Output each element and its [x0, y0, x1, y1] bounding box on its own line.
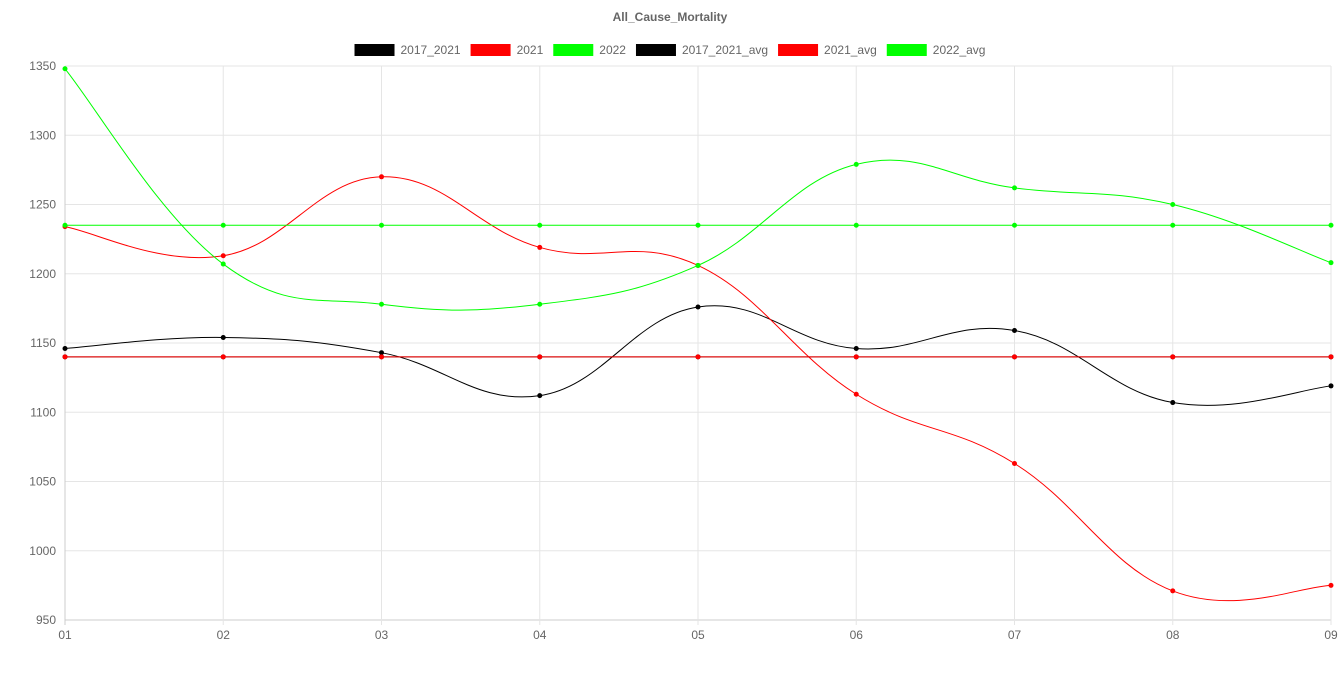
data-point-2017_2021 [537, 393, 543, 399]
x-tick-label: 09 [1324, 628, 1338, 642]
data-point-2021 [220, 253, 226, 259]
legend-label: 2021_avg [824, 43, 877, 57]
legend-swatch-2021_avg [778, 44, 819, 56]
x-tick-label: 07 [1008, 628, 1022, 642]
data-point-2021 [1012, 460, 1017, 466]
y-tick-label: 1150 [30, 336, 56, 350]
x-tick-label: 05 [691, 628, 705, 642]
data-point-2022 [853, 161, 859, 167]
data-point-2017_2021 [220, 334, 226, 340]
data-point-2021_avg [220, 354, 226, 360]
data-point-2022 [1328, 260, 1334, 266]
data-point-2021_avg [1012, 354, 1017, 360]
y-tick-label: 1100 [30, 405, 56, 419]
data-point-2021_avg [537, 354, 543, 360]
legend-label: 2022 [599, 43, 626, 57]
data-point-2022 [1012, 185, 1017, 191]
y-tick-label: 1300 [29, 128, 56, 142]
data-point-2022_avg [1170, 222, 1176, 228]
data-point-2021_avg [1170, 354, 1176, 360]
legend-swatch-2022_avg [886, 44, 927, 56]
data-point-2021_avg [1328, 354, 1334, 360]
data-point-2021 [1170, 588, 1176, 594]
legend-label: 2021 [517, 43, 544, 57]
data-point-2021 [1328, 582, 1334, 588]
x-tick-label: 03 [375, 628, 389, 642]
data-point-2022 [537, 301, 543, 307]
grid [64, 65, 1332, 625]
data-point-2021_avg [379, 354, 384, 360]
data-point-2021 [379, 174, 384, 180]
legend: 2017_2021 2021 2022 2017_2021_avg 2021_avg 20… [354, 43, 986, 57]
y-tick-label: 1050 [29, 475, 56, 489]
data-point-2022_avg [220, 222, 226, 228]
data-point-2017_2021 [379, 350, 384, 356]
x-tick-label: 08 [1166, 628, 1180, 642]
y-tick-label: 950 [36, 613, 56, 627]
y-tick-label: 1200 [29, 267, 56, 281]
data-point-2021 [853, 391, 859, 397]
data-point-2017_2021 [1012, 328, 1017, 334]
chart-title: All_Cause_Mortality [613, 10, 728, 24]
legend-swatch-2017_2021_avg [635, 44, 676, 56]
data-point-2022_avg [379, 222, 384, 228]
data-point-2017_2021 [1170, 400, 1176, 406]
series-layer [62, 66, 1334, 602]
data-point-2021_avg [695, 354, 701, 360]
data-point-2022_avg [537, 222, 543, 228]
legend-label: 2022_avg [933, 43, 986, 57]
data-point-2022 [220, 261, 226, 267]
series-2022_avg [62, 222, 1334, 228]
data-point-2022_avg [1012, 222, 1017, 228]
y-tick-label: 1250 [29, 198, 56, 212]
data-point-2022 [62, 66, 68, 72]
data-point-2021_avg [853, 354, 859, 360]
series-2021_avg [62, 354, 1334, 360]
data-point-2022_avg [695, 222, 701, 228]
data-point-2022 [1170, 202, 1176, 207]
series-2022 [62, 66, 1334, 311]
y-tick-label: 1000 [29, 544, 56, 558]
data-point-2022_avg [1328, 222, 1334, 228]
data-point-2017_2021 [1328, 383, 1334, 389]
x-tick-label: 01 [58, 628, 72, 642]
data-point-2021 [537, 244, 543, 250]
axes: 950 1000 1050 1100 1150 1200 1250 1300 1350 01 02 0… [29, 59, 1338, 642]
legend-swatch-2017_2021 [354, 44, 395, 56]
legend-swatch-2021 [470, 44, 511, 56]
x-tick-label: 04 [533, 628, 547, 642]
data-point-2017_2021 [853, 346, 859, 352]
y-tick-label: 1350 [29, 59, 56, 73]
data-point-2017_2021 [62, 346, 68, 352]
data-point-2022 [695, 262, 701, 268]
legend-swatch-2022 [553, 44, 594, 56]
data-point-2022_avg [62, 222, 68, 228]
series-2017_2021 [62, 304, 1334, 406]
data-point-2017_2021 [695, 304, 701, 310]
legend-label: 2017_2021_avg [682, 43, 768, 57]
x-tick-label: 06 [850, 628, 864, 642]
data-point-2022 [379, 301, 384, 307]
x-tick-label: 02 [217, 628, 231, 642]
legend-label: 2017_2021 [401, 43, 461, 57]
data-point-2022_avg [853, 222, 859, 228]
data-point-2021_avg [62, 354, 68, 360]
